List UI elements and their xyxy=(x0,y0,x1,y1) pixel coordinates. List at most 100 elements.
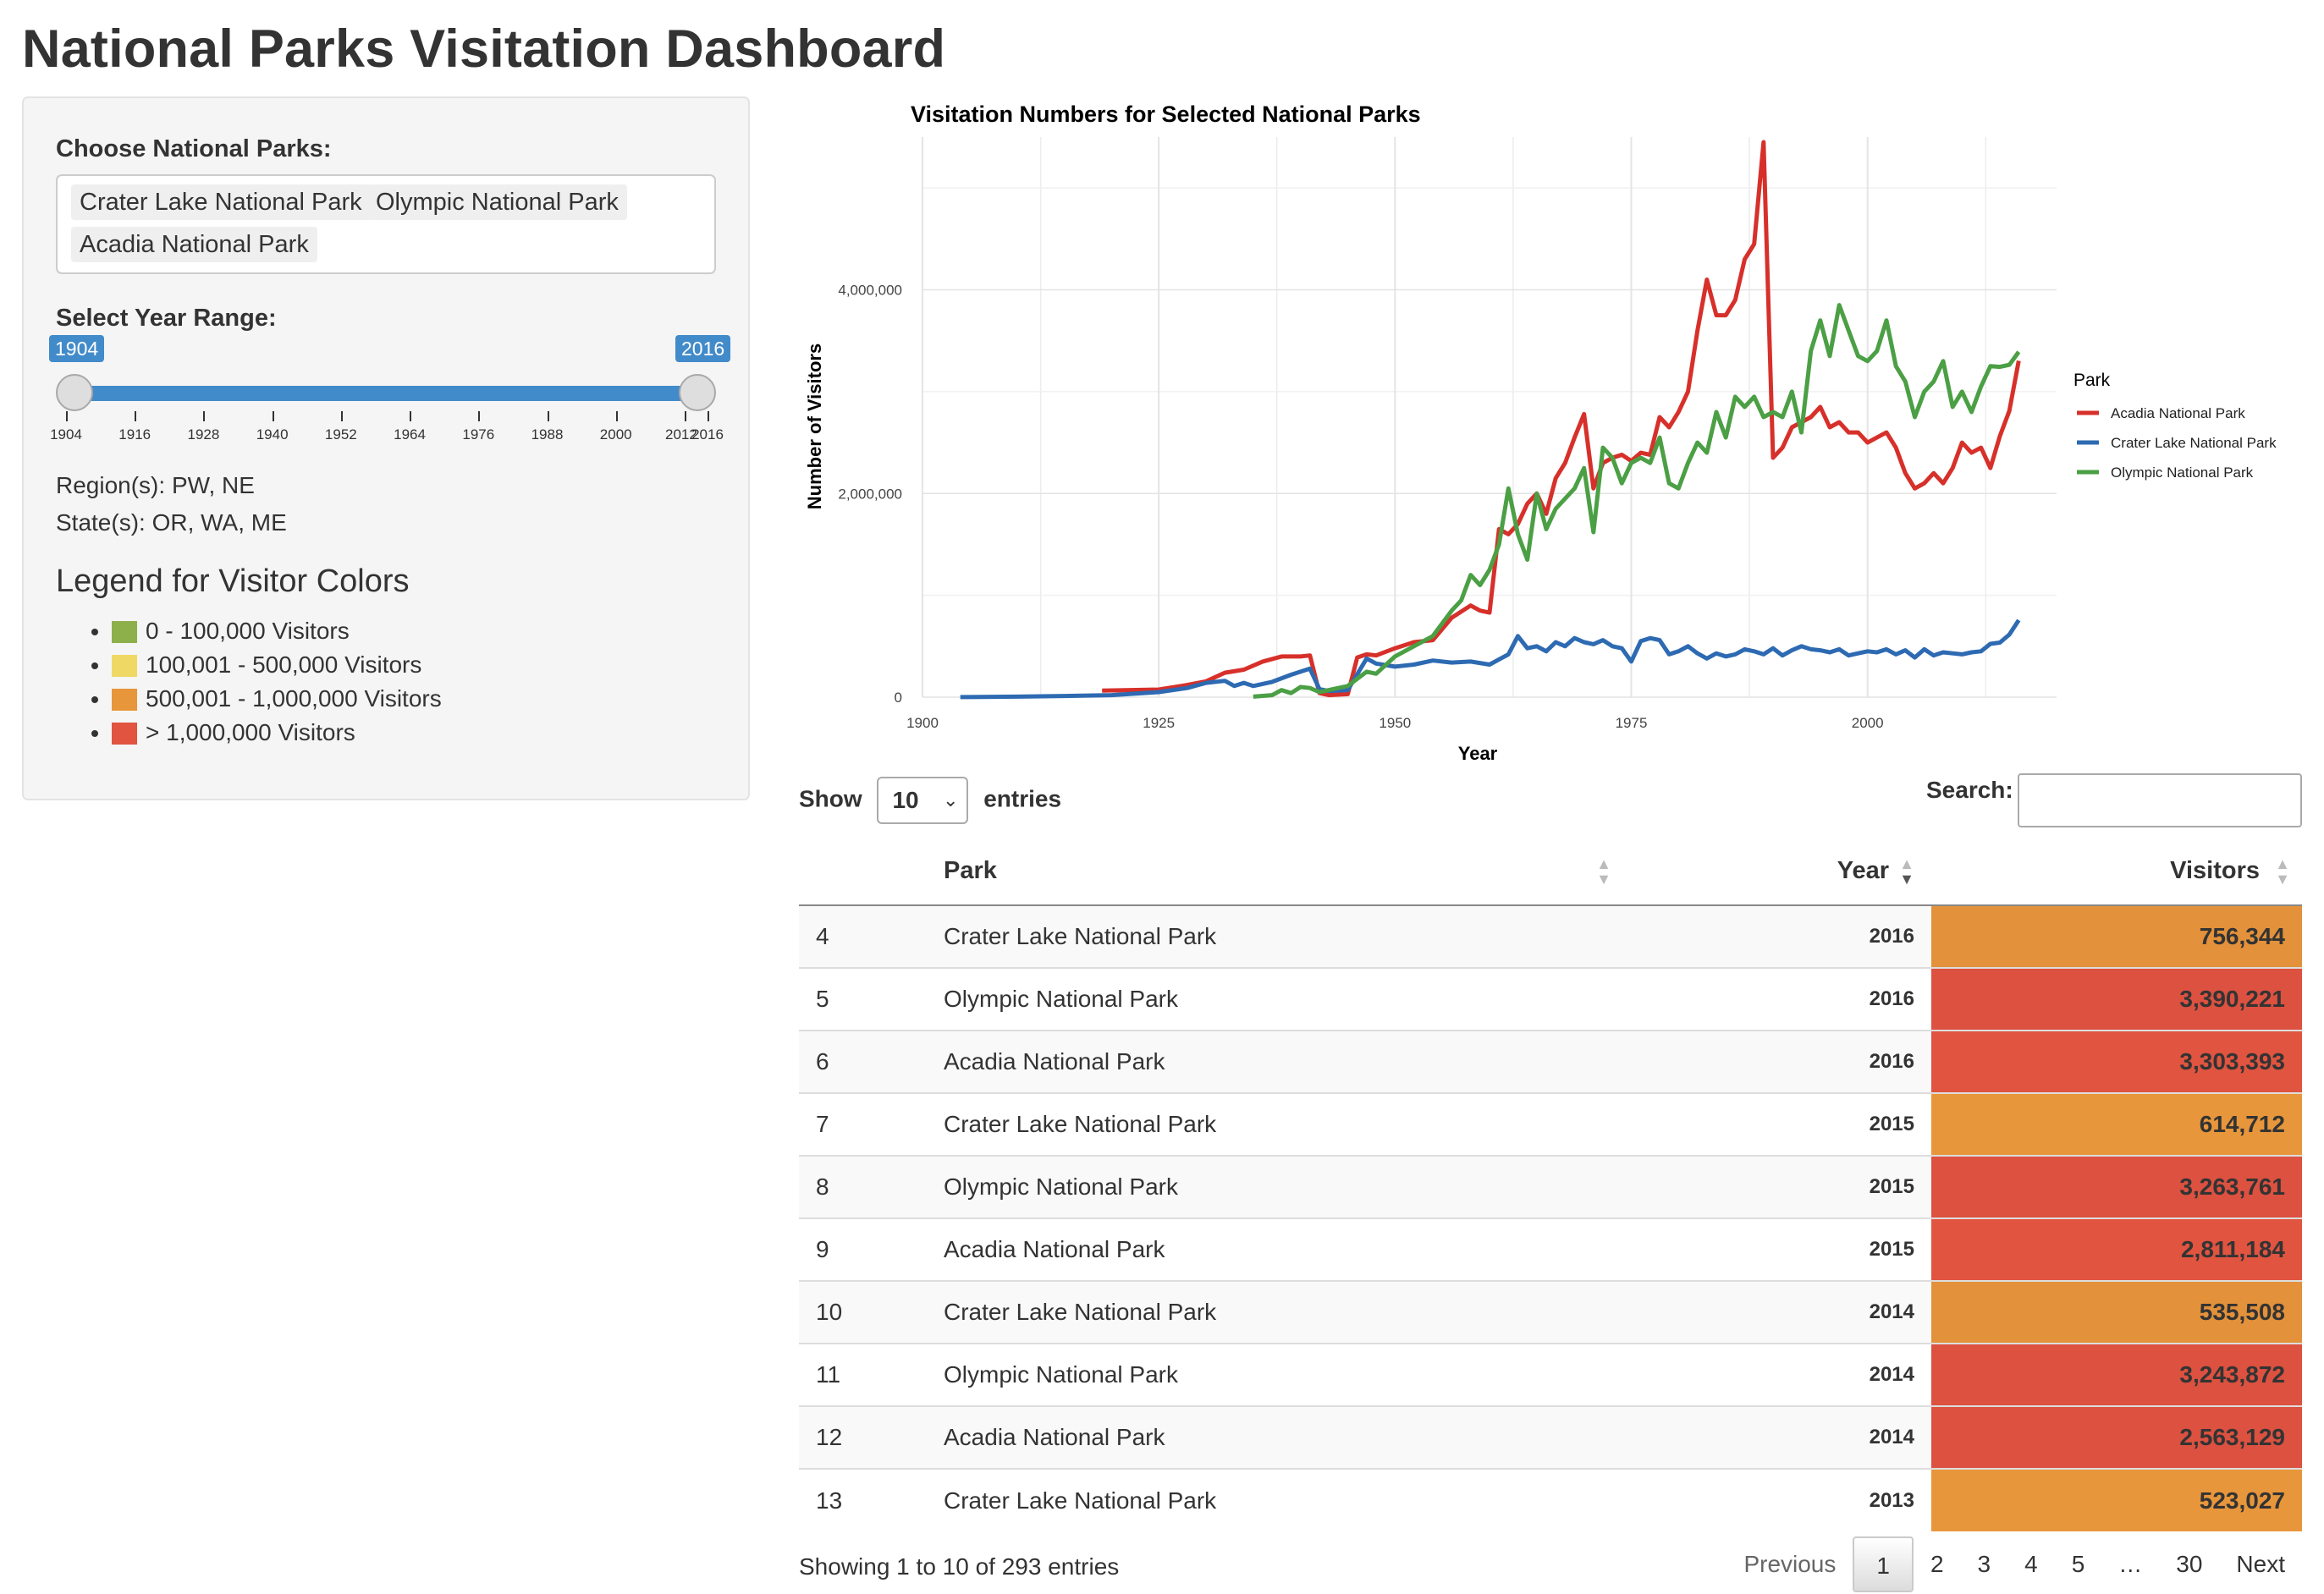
page-button-30[interactable]: 30 xyxy=(2176,1551,2203,1577)
cell-year: 2015 xyxy=(1620,1155,1931,1218)
table-row[interactable]: 7 Crater Lake National Park 2015 614,712 xyxy=(799,1092,2302,1156)
states-text: State(s): OR, WA, ME xyxy=(56,509,287,536)
chart-svg: Visitation Numbers for Selected National… xyxy=(804,102,2277,764)
x-tick-label: 1900 xyxy=(906,715,939,731)
table-row[interactable]: 6 Acadia National Park 2016 3,303,393 xyxy=(799,1030,2302,1093)
visitor-color-legend: 0 - 100,000 Visitors 100,001 - 500,000 V… xyxy=(91,614,442,750)
cell-visitors: 3,243,872 xyxy=(1931,1343,2302,1406)
cell-year: 2014 xyxy=(1620,1343,1931,1406)
entries-per-page-select[interactable]: 10 ⌄ xyxy=(877,777,969,824)
cell-park: Acadia National Park xyxy=(943,1405,1620,1469)
cell-park: Olympic National Park xyxy=(943,1343,1620,1406)
cell-park: Crater Lake National Park xyxy=(943,904,1620,968)
sort-desc-icon: ▲ ▼ xyxy=(1899,855,1914,888)
row-index: 7 xyxy=(799,1092,943,1156)
row-index: 5 xyxy=(799,967,943,1031)
table-row[interactable]: 10 Crater Lake National Park 2014 535,508 xyxy=(799,1280,2302,1344)
legend-item: 100,001 - 500,000 Visitors xyxy=(91,648,442,682)
sidebar-panel: Choose National Parks: Crater Lake Natio… xyxy=(22,96,750,800)
x-tick-label: 1950 xyxy=(1379,715,1411,731)
column-header-index xyxy=(799,838,943,906)
table-row[interactable]: 9 Acadia National Park 2015 2,811,184 xyxy=(799,1217,2302,1281)
page-button-4[interactable]: 4 xyxy=(2024,1551,2038,1577)
column-header-year[interactable]: Year ▲ ▼ xyxy=(1620,838,1931,906)
length-prefix: Show xyxy=(799,785,862,812)
column-header-year-label: Year xyxy=(1837,857,1889,884)
y-tick-label: 0 xyxy=(895,690,902,706)
chart-legend: Park Acadia National Park Crater Lake Nat… xyxy=(2073,371,2277,481)
slider-tick xyxy=(547,411,549,421)
chart-axes: 1900 1925 1950 1975 2000 0 2,000,000 4,000,000 xyxy=(838,283,1883,731)
slider-tick-label: 1904 xyxy=(50,426,82,442)
chart-series xyxy=(960,140,2021,700)
page-button-1[interactable]: 1 xyxy=(1853,1536,1914,1592)
next-page-button[interactable]: Next xyxy=(2236,1551,2285,1577)
slider-tick-label: 1988 xyxy=(531,426,564,442)
y-tick-label: 4,000,000 xyxy=(838,283,902,299)
search-input[interactable] xyxy=(2018,773,2302,827)
slider-tick-label: 1952 xyxy=(324,426,357,442)
slider-tick xyxy=(340,411,343,421)
cell-year: 2013 xyxy=(1620,1468,1931,1531)
series-line-0 xyxy=(1102,140,2021,698)
slider-tick xyxy=(410,411,412,421)
parks-label: Choose National Parks: xyxy=(56,135,332,162)
slider-min-handle[interactable] xyxy=(56,374,93,411)
slider-max-value: 2016 xyxy=(675,335,731,362)
legend-swatch-yellow xyxy=(112,655,137,677)
table-row[interactable]: 4 Crater Lake National Park 2016 756,344 xyxy=(799,904,2302,968)
x-tick-label: 1925 xyxy=(1143,715,1175,731)
page-button-3[interactable]: 3 xyxy=(1977,1551,1991,1577)
park-chip-crater-lake[interactable]: Crater Lake National Park xyxy=(71,184,371,220)
slider-max-handle[interactable] xyxy=(679,374,716,411)
table-row[interactable]: 11 Olympic National Park 2014 3,243,872 xyxy=(799,1343,2302,1406)
cell-park: Crater Lake National Park xyxy=(943,1468,1620,1531)
series-line-2 xyxy=(1253,303,2021,699)
legend-title: Legend for Visitor Colors xyxy=(56,563,410,599)
page-button-5[interactable]: 5 xyxy=(2071,1551,2085,1577)
park-chip-olympic[interactable]: Olympic National Park xyxy=(367,184,627,220)
chart-title: Visitation Numbers for Selected National… xyxy=(911,102,1421,127)
cell-year: 2014 xyxy=(1620,1405,1931,1469)
slider-tick xyxy=(135,411,137,421)
table-row[interactable]: 5 Olympic National Park 2016 3,390,221 xyxy=(799,967,2302,1031)
table-row[interactable]: 8 Olympic National Park 2015 3,263,761 xyxy=(799,1155,2302,1218)
row-index: 12 xyxy=(799,1405,943,1469)
park-chip-acadia[interactable]: Acadia National Park xyxy=(71,227,317,262)
cell-year: 2016 xyxy=(1620,904,1931,968)
chevron-down-icon: ⌄ xyxy=(943,789,959,811)
prev-page-button[interactable]: Previous xyxy=(1743,1551,1837,1577)
table-length-control: Show 10 ⌄ entries xyxy=(799,777,1061,824)
row-index: 4 xyxy=(799,904,943,968)
cell-park: Crater Lake National Park xyxy=(943,1280,1620,1344)
cell-year: 2015 xyxy=(1620,1092,1931,1156)
cell-park: Acadia National Park xyxy=(943,1030,1620,1093)
legend-entry-label: Crater Lake National Park xyxy=(2111,435,2277,451)
slider-tick-label: 2012 xyxy=(665,426,697,442)
year-range-slider[interactable]: 1904 2016 1904 1916 1928 1940 1952 1964 1976 19… xyxy=(24,335,752,538)
legend-label: > 1,000,000 Visitors xyxy=(146,719,355,745)
cell-visitors: 523,027 xyxy=(1931,1468,2302,1531)
cell-park: Acadia National Park xyxy=(943,1217,1620,1281)
y-tick-label: 2,000,000 xyxy=(838,486,902,502)
legend-item: 500,001 - 1,000,000 Visitors xyxy=(91,682,442,716)
table-info: Showing 1 to 10 of 293 entries xyxy=(799,1553,1120,1580)
column-header-visitors-label: Visitors xyxy=(2170,857,2260,884)
table-row[interactable]: 12 Acadia National Park 2014 2,563,129 xyxy=(799,1405,2302,1469)
page-button-2[interactable]: 2 xyxy=(1930,1551,1944,1577)
row-index: 13 xyxy=(799,1468,943,1531)
slider-bar[interactable] xyxy=(66,386,709,401)
column-header-park[interactable]: Park ▲ ▼ xyxy=(943,838,1620,906)
pagination-ellipsis: … xyxy=(2118,1551,2143,1577)
legend-entry-label: Olympic National Park xyxy=(2111,464,2254,481)
slider-tick xyxy=(66,411,68,421)
row-index: 6 xyxy=(799,1030,943,1093)
search-label: Search: xyxy=(1926,777,2013,803)
table-row[interactable]: 13 Crater Lake National Park 2013 523,027 xyxy=(799,1468,2302,1531)
column-header-visitors[interactable]: Visitors ▲ ▼ xyxy=(1931,838,2302,906)
column-header-park-label: Park xyxy=(944,857,997,884)
parks-multiselect[interactable]: Crater Lake National Park Olympic Nation… xyxy=(56,174,716,274)
slider-tick xyxy=(272,411,274,421)
series-line-1 xyxy=(960,618,2021,700)
row-index: 9 xyxy=(799,1217,943,1281)
